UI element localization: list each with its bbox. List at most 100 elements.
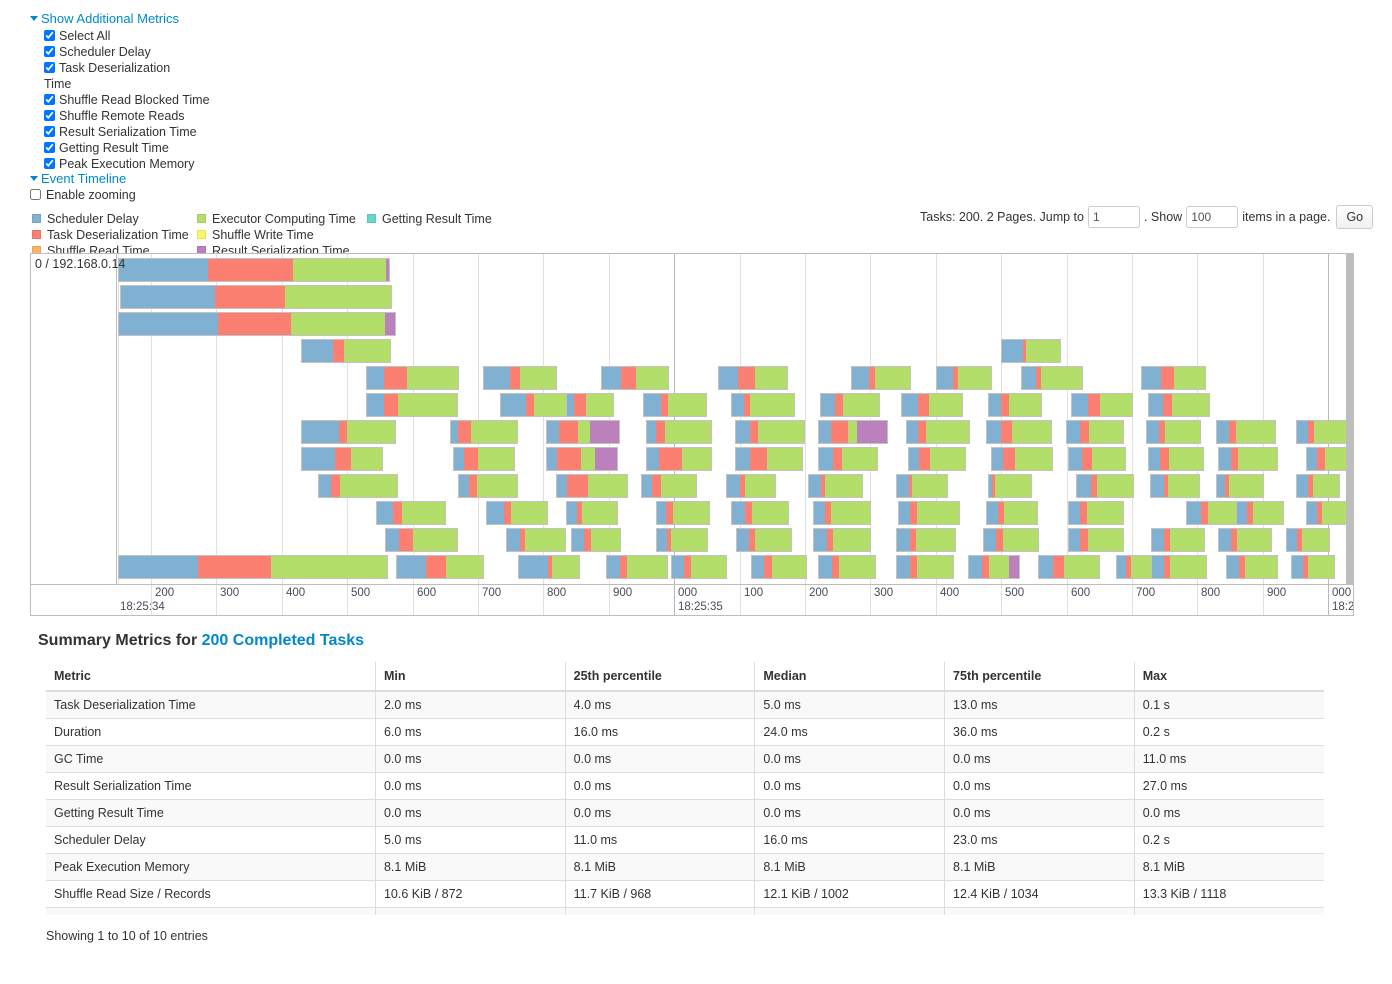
checkbox-select-all[interactable]: [44, 30, 55, 41]
timeline-task-bar[interactable]: [896, 555, 954, 579]
timeline-task-bar[interactable]: [1021, 366, 1083, 390]
go-button[interactable]: Go: [1336, 205, 1374, 229]
timeline-task-bar[interactable]: [936, 366, 992, 390]
timeline-task-bar[interactable]: [1141, 366, 1206, 390]
timeline-task-bar[interactable]: [901, 393, 963, 417]
timeline-task-bar[interactable]: [1236, 501, 1284, 525]
timeline-task-bar[interactable]: [643, 393, 707, 417]
timeline-task-bar[interactable]: [1216, 474, 1264, 498]
timeline-task-bar[interactable]: [301, 447, 383, 471]
timeline-task-bar[interactable]: [301, 420, 396, 444]
timeline-task-bar[interactable]: [1068, 447, 1126, 471]
col-header-min[interactable]: Min: [374, 662, 566, 692]
timeline-task-bar[interactable]: [731, 501, 789, 525]
timeline-task-bar[interactable]: [735, 420, 805, 444]
timeline-task-bar[interactable]: [726, 474, 776, 498]
checkbox-scheduler-delay[interactable]: [44, 46, 55, 57]
timeline-task-bar[interactable]: [671, 555, 727, 579]
timeline-task-bar[interactable]: [896, 474, 948, 498]
timeline-task-bar[interactable]: [813, 528, 871, 552]
timeline-task-bar[interactable]: [908, 447, 966, 471]
metric-checkbox-getting-result-time[interactable]: Getting Result Time: [44, 140, 210, 156]
timeline-task-bar[interactable]: [818, 420, 888, 444]
checkbox-result-serialization-time[interactable]: [44, 126, 55, 137]
event-timeline-chart[interactable]: 0 / 192.168.0.14 200 300 400 500 600 700 800 90…: [30, 253, 1354, 616]
checkbox-task-deserialization-time[interactable]: [44, 62, 55, 73]
metric-checkbox-result-serialization-time[interactable]: Result Serialization Time: [44, 124, 210, 140]
timeline-task-bar[interactable]: [808, 474, 863, 498]
timeline-task-bar[interactable]: [606, 555, 668, 579]
metric-checkbox-select-all[interactable]: Select All: [44, 28, 210, 44]
timeline-task-bar[interactable]: [1066, 420, 1124, 444]
col-header-25th[interactable]: 25th percentile: [564, 662, 755, 692]
timeline-task-bar[interactable]: [656, 501, 710, 525]
timeline-task-bar[interactable]: [385, 528, 458, 552]
checkbox-shuffle-remote-reads[interactable]: [44, 110, 55, 121]
timeline-task-bar[interactable]: [988, 393, 1042, 417]
timeline-task-bar[interactable]: [1151, 555, 1207, 579]
timeline-task-bar[interactable]: [736, 528, 792, 552]
jump-to-page-input[interactable]: [1087, 206, 1140, 228]
timeline-task-bar[interactable]: [718, 366, 788, 390]
timeline-task-bar[interactable]: [118, 312, 396, 336]
timeline-task-bar[interactable]: [818, 555, 876, 579]
timeline-task-bar[interactable]: [118, 555, 388, 579]
timeline-task-bar[interactable]: [896, 528, 956, 552]
timeline-task-bar[interactable]: [641, 474, 697, 498]
timeline-task-bar[interactable]: [376, 501, 446, 525]
timeline-task-bar[interactable]: [453, 447, 515, 471]
timeline-task-bar[interactable]: [898, 501, 960, 525]
timeline-task-bar[interactable]: [366, 366, 459, 390]
timeline-task-bar[interactable]: [1151, 528, 1205, 552]
metric-checkbox-task-deserialization-time[interactable]: Task Deserialization: [44, 60, 210, 76]
event-timeline-toggle[interactable]: Event Timeline: [30, 171, 126, 187]
timeline-task-bar[interactable]: [556, 474, 628, 498]
timeline-task-bar[interactable]: [483, 366, 557, 390]
timeline-task-bar[interactable]: [735, 447, 803, 471]
metric-checkbox-scheduler-delay[interactable]: Scheduler Delay: [44, 44, 210, 60]
timeline-task-bar[interactable]: [486, 501, 548, 525]
show-additional-metrics-toggle[interactable]: Show Additional Metrics: [30, 11, 179, 27]
timeline-task-bar[interactable]: [1038, 555, 1100, 579]
timeline-task-bar[interactable]: [820, 393, 880, 417]
timeline-task-bar[interactable]: [518, 555, 580, 579]
col-header-max[interactable]: Max: [1133, 662, 1324, 692]
timeline-task-bar[interactable]: [301, 339, 391, 363]
timeline-task-bar[interactable]: [1218, 447, 1278, 471]
checkbox-shuffle-read-blocked-time[interactable]: [44, 94, 55, 105]
col-header-75th[interactable]: 75th percentile: [944, 662, 1135, 692]
checkbox-getting-result-time[interactable]: [44, 142, 55, 153]
timeline-task-bar[interactable]: [500, 393, 576, 417]
timeline-task-bar[interactable]: [546, 447, 618, 471]
timeline-task-bar[interactable]: [1296, 420, 1348, 444]
timeline-task-bar[interactable]: [1001, 339, 1061, 363]
timeline-plot-area[interactable]: [118, 254, 1353, 584]
timeline-task-bar[interactable]: [1068, 501, 1124, 525]
timeline-task-bar[interactable]: [1068, 528, 1124, 552]
timeline-task-bar[interactable]: [983, 528, 1039, 552]
timeline-task-bar[interactable]: [1291, 555, 1335, 579]
completed-tasks-link[interactable]: 200 Completed Tasks: [201, 632, 365, 649]
timeline-task-bar[interactable]: [986, 501, 1038, 525]
timeline-task-bar[interactable]: [366, 393, 458, 417]
timeline-task-bar[interactable]: [118, 258, 390, 282]
items-per-page-input[interactable]: [1186, 206, 1239, 228]
timeline-task-bar[interactable]: [566, 393, 614, 417]
timeline-task-bar[interactable]: [120, 285, 392, 309]
timeline-task-bar[interactable]: [601, 366, 669, 390]
checkbox-enable-zooming[interactable]: [30, 189, 41, 200]
timeline-task-bar[interactable]: [1216, 420, 1276, 444]
timeline-task-bar[interactable]: [1306, 501, 1352, 525]
timeline-task-bar[interactable]: [318, 474, 398, 498]
timeline-task-bar[interactable]: [731, 393, 795, 417]
col-header-median[interactable]: Median: [754, 662, 945, 692]
timeline-task-bar[interactable]: [986, 420, 1052, 444]
timeline-task-bar[interactable]: [818, 447, 878, 471]
timeline-task-bar[interactable]: [968, 555, 1020, 579]
timeline-task-bar[interactable]: [1306, 447, 1353, 471]
timeline-task-bar[interactable]: [1071, 393, 1133, 417]
timeline-task-bar[interactable]: [571, 528, 621, 552]
timeline-task-bar[interactable]: [1148, 447, 1204, 471]
timeline-task-bar[interactable]: [1076, 474, 1134, 498]
metric-checkbox-shuffle-remote-reads[interactable]: Shuffle Remote Reads: [44, 108, 210, 124]
